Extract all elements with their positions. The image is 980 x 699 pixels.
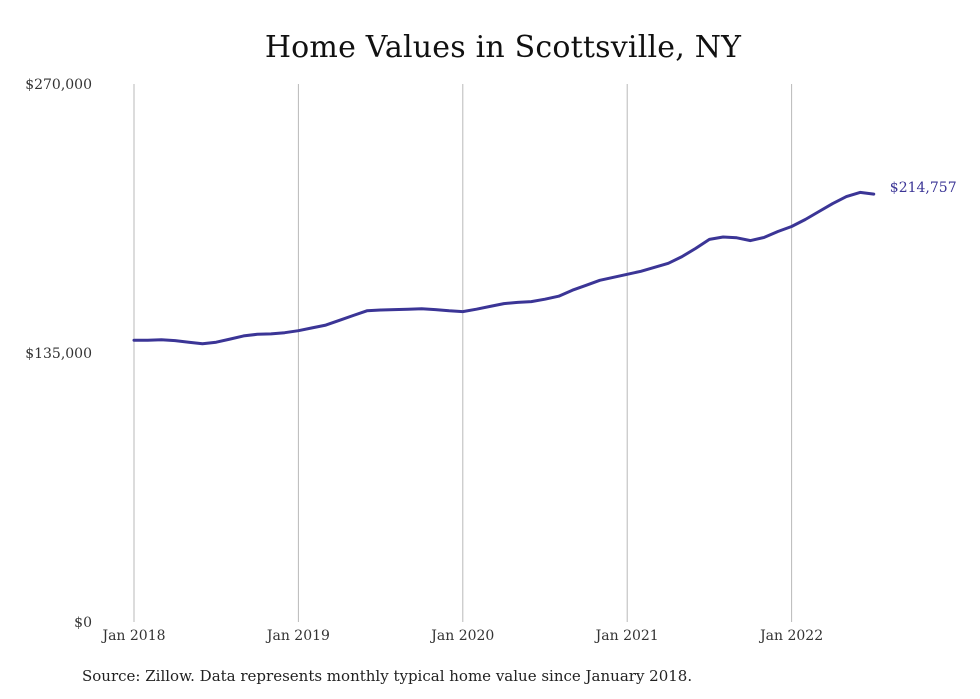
x-axis-ticks: Jan 2018 Jan 2019 Jan 2020 Jan 2021 Jan 2022 [100,628,823,644]
series-layer [132,190,876,346]
series-line [132,190,876,346]
source-note: Source: Zillow. Data represents monthly … [82,667,693,685]
end-label-layer: $214,757 [890,180,957,196]
end-value-label: $214,757 [890,180,957,196]
x-tick-label: Jan 2021 [594,628,659,644]
chart-title: Home Values in Scottsville, NY [264,30,742,65]
x-tick-label: Jan 2022 [758,628,823,644]
x-tick-label: Jan 2020 [429,628,494,644]
x-tick-label: Jan 2019 [265,628,330,644]
y-tick-label: $0 [74,615,92,631]
y-axis-ticks: $0 $135,000 $270,000 [25,77,92,631]
y-tick-label: $135,000 [25,346,92,362]
gridlines [133,84,793,622]
y-tick-label: $270,000 [25,77,92,93]
x-tick-label: Jan 2018 [100,628,165,644]
